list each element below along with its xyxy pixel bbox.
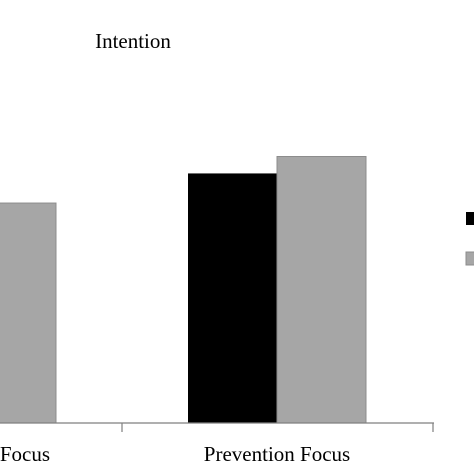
chart-title: Intention	[95, 29, 171, 53]
x-tick-label-prevention-focus: Prevention Focus	[204, 442, 350, 466]
bar-series-1-prevention-focus	[188, 173, 277, 423]
legend	[465, 212, 474, 266]
x-tick-label-promotion-focus: Focus	[0, 442, 50, 466]
legend-swatch-series-1	[466, 212, 474, 225]
bar-series-2-promotion-focus	[0, 202, 57, 424]
bars-group	[0, 156, 367, 424]
bar-series-2-prevention-focus	[276, 156, 367, 424]
legend-swatch-series-2	[465, 251, 474, 266]
